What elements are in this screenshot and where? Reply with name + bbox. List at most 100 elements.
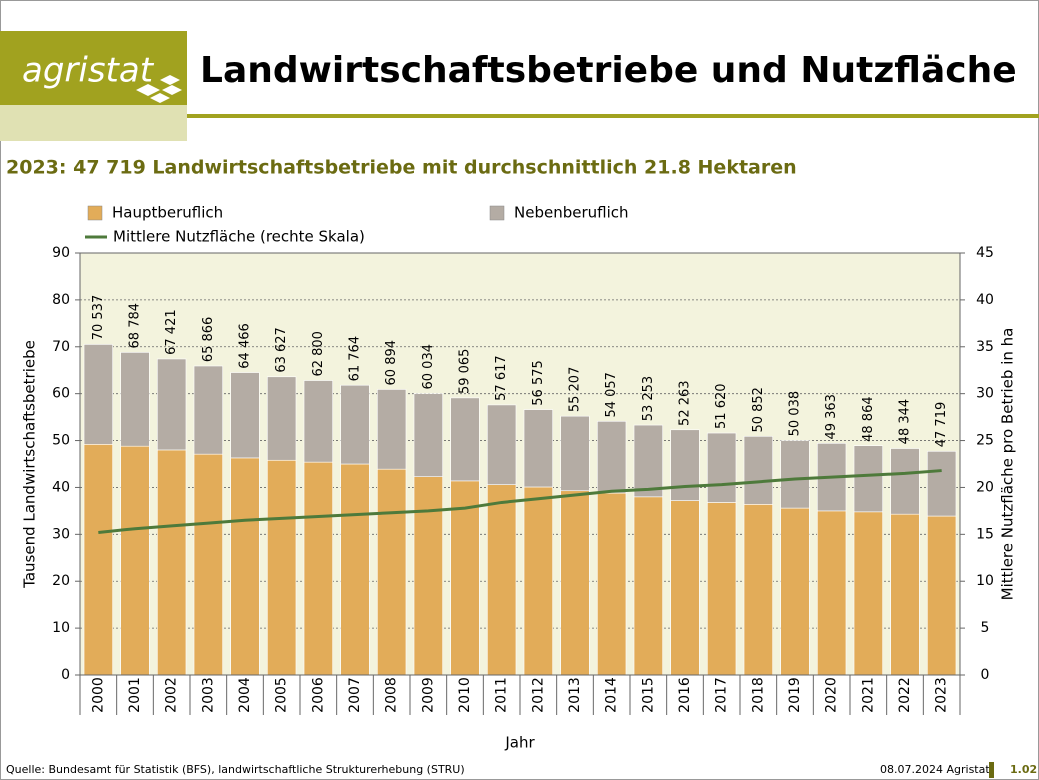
bar-segment [633, 496, 663, 676]
x-tick-label: 2007 [347, 677, 363, 713]
total-label: 50 852 [751, 387, 766, 433]
y-tick-label: 90 [52, 245, 70, 261]
y2-tick-label: 20 [976, 479, 994, 495]
legend-label: Mittlere Nutzfläche (rechte Skala) [113, 228, 365, 246]
total-label: 52 263 [678, 380, 693, 426]
total-label: 67 421 [164, 309, 179, 355]
bar-segment [230, 372, 260, 459]
y2-tick-label: 5 [981, 620, 990, 636]
y-axis-title: Tausend Landwirtschaftsbetriebe [21, 340, 39, 589]
bar-segment [377, 389, 407, 470]
x-tick-label: 2016 [677, 677, 693, 713]
x-tick-label: 2014 [604, 677, 620, 713]
total-label: 48 344 [898, 399, 913, 445]
bar-segment [670, 500, 700, 676]
total-label: 49 363 [824, 394, 839, 440]
bar-segment [890, 448, 920, 515]
bar-segment [780, 440, 810, 509]
x-tick-label: 2023 [934, 677, 950, 713]
total-label: 68 784 [128, 303, 143, 349]
bar-segment [377, 468, 407, 676]
y2-tick-label: 15 [976, 526, 994, 542]
total-label: 56 575 [531, 360, 546, 406]
bar-segment [450, 397, 480, 482]
bar-segment [340, 463, 370, 676]
total-label: 51 620 [714, 383, 729, 429]
bar-segment [597, 421, 627, 494]
x-tick-label: 2002 [164, 677, 180, 713]
bar-segment [487, 404, 517, 485]
x-tick-label: 2011 [494, 677, 510, 713]
total-label: 65 866 [201, 317, 216, 363]
total-label: 64 466 [238, 323, 253, 369]
y-tick-label: 10 [52, 620, 70, 636]
legend-swatch [489, 205, 505, 221]
x-tick-label: 2012 [530, 677, 546, 713]
bar-segment [267, 459, 297, 676]
bar-segment [340, 384, 370, 465]
header-rule [187, 114, 1039, 118]
total-label: 63 627 [274, 327, 289, 373]
y2-tick-label: 45 [976, 245, 994, 261]
bar-segment [853, 445, 883, 513]
y-tick-label: 70 [52, 339, 70, 355]
bar-segment [817, 510, 847, 676]
total-label: 61 764 [348, 336, 363, 382]
bar-segment [267, 376, 297, 461]
bar-segment [853, 511, 883, 676]
bar-segment [707, 502, 737, 676]
logo-icon [136, 75, 182, 103]
legend-label: Nebenberuflich [514, 204, 629, 222]
bar-segment [670, 429, 700, 501]
x-tick-label: 2003 [200, 677, 216, 713]
bar-segment [157, 449, 187, 676]
y-tick-label: 30 [52, 526, 70, 542]
y-tick-label: 80 [52, 292, 70, 308]
total-label: 59 065 [458, 349, 473, 395]
x-tick-label: 2009 [420, 677, 436, 713]
plot-area [80, 253, 960, 675]
bar-segment [193, 365, 223, 455]
total-label: 48 864 [861, 396, 876, 442]
total-label: 47 719 [934, 402, 949, 448]
bar-segment [303, 380, 333, 463]
x-tick-label: 2001 [127, 677, 143, 713]
bar-segment [413, 476, 443, 676]
bar-segment [560, 415, 590, 492]
x-tick-label: 2000 [90, 677, 106, 713]
line-series [98, 469, 942, 534]
bar-segment [927, 515, 957, 676]
total-label: 50 038 [788, 391, 803, 437]
bar-segment [413, 393, 443, 477]
bar-segment [560, 490, 590, 676]
y-tick-label: 0 [61, 667, 70, 683]
x-tick-label: 2008 [384, 677, 400, 713]
bar-segment [157, 358, 187, 451]
bar-segment [230, 457, 260, 676]
logo-text: agristat [22, 51, 155, 91]
page-number: 1.02 [1010, 763, 1037, 776]
legend-label: Hauptberuflich [112, 204, 223, 222]
page-title: Landwirtschaftsbetriebe und Nutzfläche [200, 50, 1017, 91]
y-tick-label: 60 [52, 386, 70, 402]
bar-segment [743, 436, 773, 505]
bar-segment [597, 492, 627, 676]
y2-tick-label: 10 [976, 573, 994, 589]
x-tick-label: 2022 [897, 677, 913, 713]
total-label: 60 894 [384, 340, 399, 386]
bar-segment [450, 480, 480, 676]
x-tick-label: 2019 [787, 677, 803, 713]
total-label: 57 617 [494, 355, 509, 401]
bar-segment [83, 344, 113, 445]
x-tick-label: 2017 [714, 677, 730, 713]
bar-segment [193, 453, 223, 676]
total-label: 60 034 [421, 344, 436, 390]
y-tick-label: 20 [52, 573, 70, 589]
total-label: 55 207 [568, 367, 583, 413]
y2-tick-label: 30 [976, 386, 994, 402]
legend-swatch [87, 205, 103, 221]
bar-segment [523, 409, 553, 488]
logo-strip [0, 105, 187, 141]
total-label: 54 057 [604, 372, 619, 418]
